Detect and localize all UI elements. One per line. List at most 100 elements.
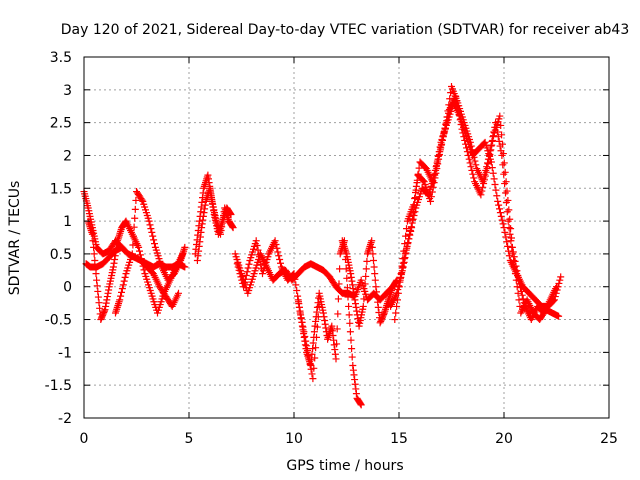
- data-point: [227, 211, 235, 219]
- data-point: [463, 148, 471, 156]
- data-point: [454, 102, 461, 110]
- data-point: [459, 129, 467, 137]
- data-point: [434, 160, 442, 168]
- y-tick-label: 3.5: [50, 50, 72, 66]
- data-point: [399, 264, 407, 272]
- data-point: [345, 302, 353, 310]
- data-point: [494, 197, 502, 205]
- data-point: [471, 157, 479, 165]
- data-point: [404, 239, 412, 247]
- data-point: [516, 280, 524, 288]
- data-point: [556, 276, 564, 284]
- data-point: [400, 255, 408, 263]
- data-point: [256, 256, 264, 264]
- data-point: [111, 252, 119, 260]
- data-point: [481, 176, 488, 184]
- data-point: [428, 188, 436, 196]
- data-point: [333, 325, 341, 333]
- series-track-f: [193, 184, 235, 264]
- data-point: [466, 138, 474, 146]
- y-tick-label: -1.5: [45, 378, 72, 394]
- data-point: [276, 256, 284, 264]
- data-point: [430, 179, 438, 187]
- data-point: [119, 281, 127, 289]
- data-point: [498, 216, 506, 224]
- data-point: [405, 235, 413, 243]
- data-point: [427, 193, 435, 201]
- data-point: [437, 141, 445, 149]
- y-tick-label: 2.5: [50, 116, 72, 132]
- data-point: [121, 273, 129, 281]
- data-point: [254, 246, 262, 254]
- data-point: [137, 255, 145, 263]
- y-axis-label: SDTVAR / TECUs: [7, 181, 23, 296]
- data-point: [443, 117, 451, 125]
- data-point: [361, 287, 368, 295]
- data-point: [519, 295, 527, 303]
- chart-title: Day 120 of 2021, Sidereal Day-to-day VTE…: [61, 22, 630, 38]
- data-point: [415, 164, 423, 172]
- data-point: [470, 174, 478, 182]
- data-point: [488, 164, 496, 172]
- data-point: [129, 241, 137, 249]
- data-point: [495, 201, 503, 209]
- data-point: [461, 136, 469, 144]
- data-point: [117, 292, 125, 300]
- data-point: [456, 116, 464, 124]
- data-point: [229, 224, 237, 232]
- data-point: [487, 146, 495, 154]
- data-point: [272, 241, 280, 249]
- data-point: [469, 170, 477, 178]
- data-point: [136, 251, 144, 259]
- data-point: [457, 121, 465, 129]
- data-point: [489, 169, 497, 177]
- data-point: [91, 256, 99, 264]
- x-tick-label: 5: [185, 431, 194, 447]
- data-point: [505, 224, 513, 232]
- x-tick-label: 10: [285, 431, 303, 447]
- data-point: [488, 141, 496, 149]
- data-point: [332, 355, 340, 363]
- data-point: [151, 240, 158, 248]
- data-point: [442, 121, 450, 129]
- data-point: [469, 150, 477, 158]
- data-point: [334, 295, 342, 303]
- data-point: [348, 345, 356, 353]
- data-point: [347, 336, 355, 344]
- data-point: [514, 271, 522, 279]
- data-point: [369, 250, 377, 258]
- data-point: [481, 172, 489, 180]
- data-point: [147, 225, 155, 233]
- data-point: [490, 175, 498, 183]
- y-tick-label: -0.5: [45, 313, 72, 329]
- data-point: [289, 271, 297, 279]
- data-point: [496, 209, 504, 217]
- data-point: [498, 131, 506, 139]
- data-point: [413, 179, 421, 187]
- data-point: [506, 215, 514, 223]
- data-point: [499, 220, 507, 228]
- x-axis-label: GPS time / hours: [286, 458, 403, 474]
- data-point: [509, 248, 517, 256]
- data-point: [499, 140, 506, 148]
- data-point: [492, 186, 500, 194]
- data-point: [234, 263, 242, 271]
- data-point: [88, 230, 96, 238]
- data-point: [496, 112, 504, 120]
- data-point: [245, 260, 253, 268]
- data-point: [485, 155, 493, 163]
- data-point: [397, 273, 405, 281]
- data-point: [502, 233, 510, 241]
- data-point: [370, 256, 377, 264]
- data-point: [555, 312, 563, 320]
- data-point: [444, 113, 452, 121]
- data-point: [132, 196, 140, 204]
- series-track-b: [82, 243, 182, 310]
- x-tick-label: 0: [80, 431, 89, 447]
- data-point: [291, 275, 299, 283]
- data-point: [90, 243, 98, 251]
- data-point: [237, 273, 245, 281]
- data-point: [460, 133, 468, 141]
